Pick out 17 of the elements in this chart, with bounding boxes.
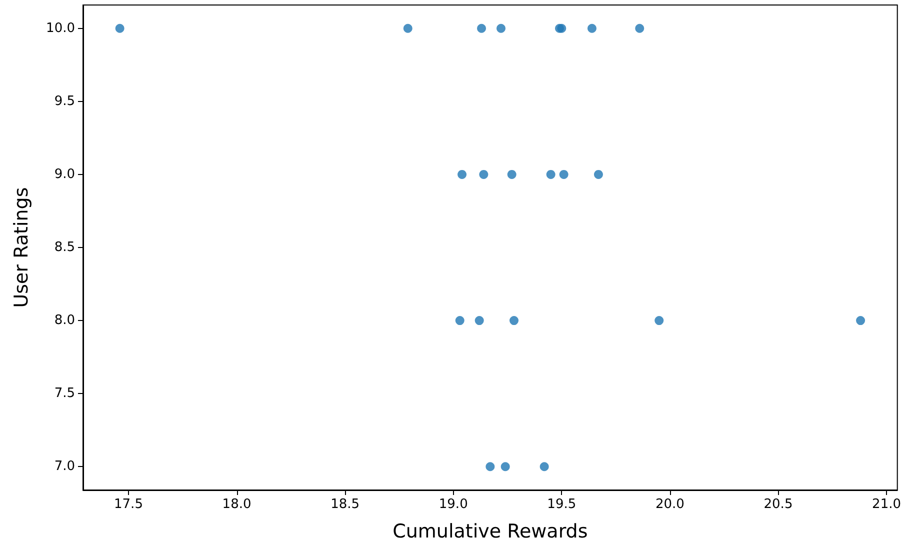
x-tick-label: 21.0 [872, 497, 902, 512]
x-tick-label: 18.0 [222, 497, 252, 512]
x-tick-label: 20.5 [764, 497, 793, 512]
x-axis-title: Cumulative Rewards [392, 520, 588, 542]
y-tick-label: 10.0 [46, 20, 75, 36]
y-tick-label: 9.5 [54, 94, 75, 109]
x-tick-label: 19.5 [547, 497, 576, 512]
y-tick-label: 7.0 [54, 459, 75, 474]
x-tick-label: 17.5 [114, 497, 143, 512]
x-tick-label: 19.0 [438, 497, 468, 512]
y-tick-label: 9.0 [54, 166, 75, 182]
x-tick-label: 20.0 [655, 497, 684, 512]
x-tick-label: 18.5 [330, 497, 360, 512]
y-tick-label: 7.5 [54, 386, 75, 402]
y-axis-title: User Ratings [10, 187, 32, 308]
y-tick-label: 8.0 [54, 313, 75, 328]
y-tick-label: 8.5 [54, 240, 75, 255]
